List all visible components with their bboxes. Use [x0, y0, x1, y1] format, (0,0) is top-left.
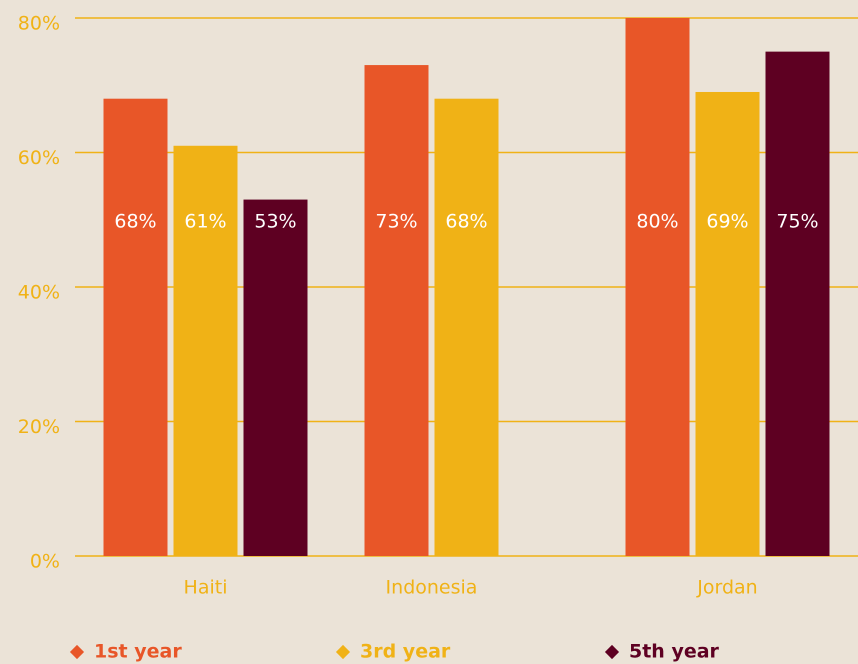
- bar: [695, 91, 760, 556]
- bar: [243, 199, 308, 556]
- y-tick-label: 40%: [18, 282, 60, 304]
- value-label: 75%: [776, 211, 818, 233]
- legend-label: 5th year: [629, 641, 720, 663]
- y-tick-label: 20%: [18, 416, 60, 438]
- bar: [364, 65, 429, 556]
- legend-marker: [604, 644, 620, 660]
- y-tick-label: 60%: [18, 147, 60, 169]
- value-label: 61%: [184, 211, 226, 233]
- y-tick-label: 80%: [18, 13, 60, 35]
- value-label: 68%: [114, 211, 156, 233]
- x-tick-label: Indonesia: [386, 577, 478, 599]
- legend-label: 3rd year: [360, 641, 451, 663]
- value-label: 69%: [706, 211, 748, 233]
- x-tick-label: Jordan: [696, 577, 757, 599]
- value-label: 53%: [254, 211, 296, 233]
- bar: [173, 145, 238, 556]
- value-label: 68%: [445, 211, 487, 233]
- bar: [765, 51, 830, 556]
- legend-label: 1st year: [94, 641, 182, 663]
- x-tick-label: Haiti: [184, 577, 228, 599]
- bar: [625, 18, 690, 556]
- value-label: 73%: [375, 211, 417, 233]
- value-label: 80%: [636, 211, 678, 233]
- bar: [434, 98, 499, 556]
- y-tick-label: 0%: [30, 551, 60, 573]
- bar: [103, 98, 168, 556]
- legend-marker: [335, 644, 351, 660]
- legend-marker: [69, 644, 85, 660]
